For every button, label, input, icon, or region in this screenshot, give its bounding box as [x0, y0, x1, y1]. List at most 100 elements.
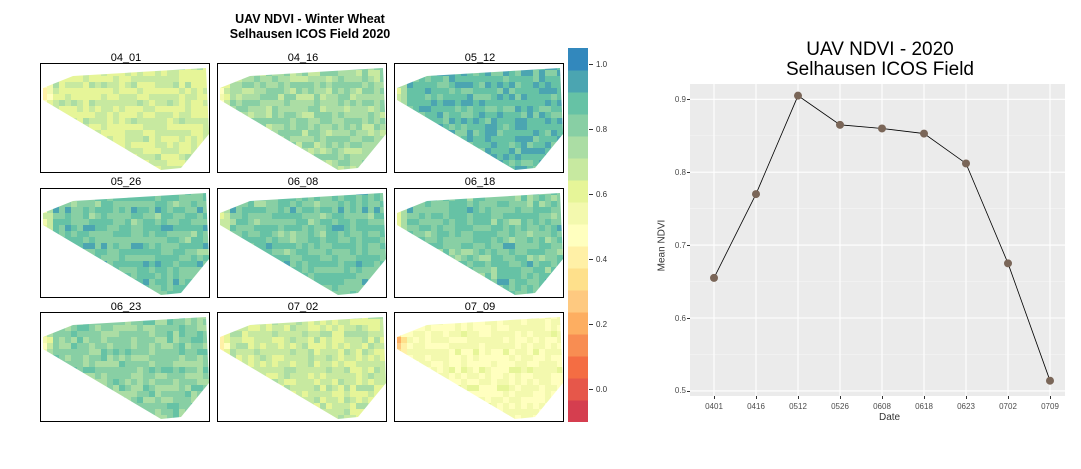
x-tick-label: 0608 [873, 402, 891, 411]
y-tick [687, 318, 690, 319]
x-tick-label: 0401 [705, 402, 723, 411]
x-tick [840, 396, 841, 399]
field-raster [397, 193, 563, 295]
data-point-0416 [752, 190, 760, 199]
ndvi-map-panel-4 [40, 188, 210, 298]
colorbar-swatch [568, 312, 588, 335]
field-raster [397, 317, 563, 419]
x-tick-label: 0416 [747, 402, 765, 411]
panel-label-2: 04_16 [287, 52, 319, 64]
colorbar-tick-label: 0.8 [596, 125, 608, 135]
panel-label-5: 06_08 [287, 176, 319, 188]
y-axis-label: Mean NDVI [656, 219, 668, 272]
data-point-0526 [836, 120, 844, 129]
panel-label-7: 06_23 [110, 301, 142, 313]
x-tick-label: 0526 [831, 402, 849, 411]
x-tick-label: 0702 [999, 402, 1017, 411]
colorbar-swatch [568, 356, 588, 379]
panel-label-9: 07_09 [464, 301, 496, 313]
x-tick [756, 396, 757, 399]
y-tick-label: 0.7 [674, 240, 686, 250]
left-title-line1: UAV NDVI - Winter Wheat [235, 12, 385, 26]
x-tick [714, 396, 715, 399]
field-raster [220, 317, 386, 419]
ndvi-map-panel-2 [217, 63, 387, 173]
ndvi-map-panel-6 [394, 188, 564, 298]
ndvi-colorbar [568, 48, 588, 422]
colorbar-tick [589, 324, 593, 326]
x-tick [1008, 396, 1009, 399]
data-point-0401 [710, 273, 718, 282]
x-tick-label: 0618 [915, 402, 933, 411]
colorbar-tick-label: 1.0 [596, 60, 608, 70]
panel-label-3: 05_12 [464, 52, 496, 64]
panel-label-1: 04_01 [110, 52, 142, 64]
data-point-0702 [1004, 259, 1012, 268]
ndvi-map-panel-3 [394, 63, 564, 173]
colorbar-swatch [568, 224, 588, 247]
colorbar-swatch [568, 158, 588, 181]
y-tick [687, 390, 690, 392]
field-raster [397, 68, 563, 170]
colorbar-swatch [568, 136, 588, 159]
ndvi-map-panel-8 [217, 312, 387, 422]
x-tick [1050, 396, 1051, 399]
y-tick [687, 172, 690, 174]
y-tick-label: 0.6 [674, 313, 686, 323]
colorbar-swatch [568, 290, 588, 313]
colorbar-swatch [568, 334, 588, 357]
colorbar-swatch [568, 92, 588, 115]
x-tick [966, 396, 967, 399]
ndvi-map-panel-7 [40, 312, 210, 422]
field-raster [43, 317, 209, 419]
ndvi-map-panel-9 [394, 312, 564, 422]
data-point-0623 [962, 159, 970, 168]
x-tick-label: 0709 [1041, 402, 1059, 411]
y-tick-label: 0.8 [674, 167, 686, 177]
chart-title: UAV NDVI - 2020 [806, 39, 954, 60]
y-tick [687, 245, 690, 247]
colorbar-swatch [568, 400, 588, 422]
colorbar-tick [589, 64, 593, 66]
x-tick-label: 0623 [957, 402, 975, 411]
panel-label-8: 07_02 [287, 301, 319, 313]
colorbar-tick-label: 0.2 [596, 320, 608, 330]
colorbar-tick [589, 389, 593, 391]
y-tick-label: 0.9 [674, 94, 686, 104]
colorbar-tick-label: 0.6 [596, 190, 608, 200]
colorbar-tick [589, 194, 593, 196]
chart-subtitle: Selhausen ICOS Field [786, 59, 974, 80]
x-axis-label: Date [879, 412, 901, 423]
field-raster [43, 68, 209, 170]
ndvi-map-panel-5 [217, 188, 387, 298]
data-point-0512 [794, 91, 802, 100]
colorbar-swatch [568, 48, 588, 71]
ndvi-map-panel-1 [40, 63, 210, 173]
colorbar-swatch [568, 180, 588, 203]
y-tick-label: 0.5 [674, 386, 686, 396]
y-tick [687, 99, 690, 101]
colorbar-swatch [568, 268, 588, 291]
colorbar-swatch [568, 70, 588, 93]
colorbar-swatch [568, 246, 588, 269]
x-tick [798, 396, 799, 399]
colorbar-tick [589, 259, 593, 261]
data-point-0618 [920, 129, 928, 138]
left-figure-title: UAV NDVI - Winter Wheat Selhausen ICOS F… [60, 12, 560, 42]
panel-label-6: 06_18 [464, 176, 496, 188]
x-tick-label: 0512 [789, 402, 807, 411]
colorbar-tick-label: 0.4 [596, 255, 608, 265]
colorbar-tick-label: 0.0 [596, 385, 608, 395]
x-tick [882, 396, 883, 399]
colorbar-tick [589, 129, 593, 131]
colorbar-swatch [568, 202, 588, 225]
panel-label-4: 05_26 [110, 176, 142, 188]
x-tick [924, 396, 925, 399]
field-raster [220, 68, 386, 170]
chart-title-block: UAV NDVI - 2020 Selhausen ICOS Field [690, 40, 1070, 80]
colorbar-swatch [568, 114, 588, 137]
field-raster [43, 193, 209, 295]
left-title-line2: Selhausen ICOS Field 2020 [229, 27, 391, 41]
colorbar-swatch [568, 378, 588, 401]
data-point-0709 [1046, 376, 1054, 385]
